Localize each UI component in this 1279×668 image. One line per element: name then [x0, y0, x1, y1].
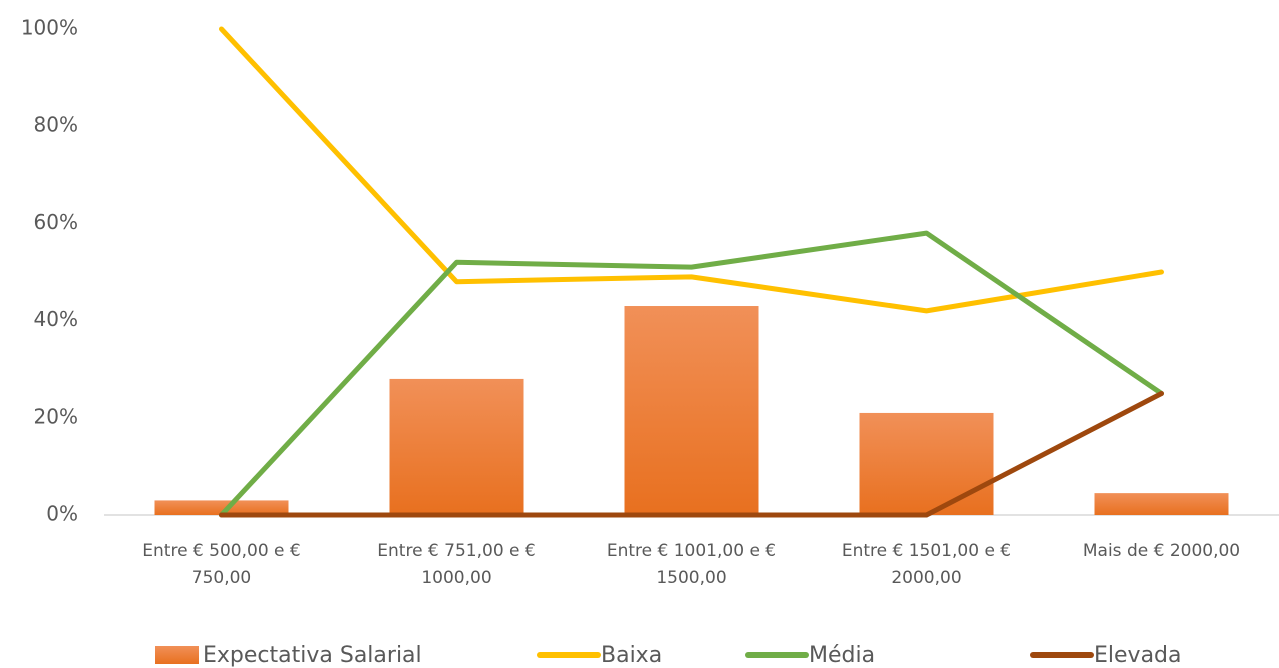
line-series [219, 26, 1164, 314]
bar [154, 500, 289, 515]
line-series [219, 230, 1164, 518]
legend-swatch [155, 646, 199, 664]
y-tick-label: 0% [46, 502, 78, 526]
legend-label: Expectativa Salarial [203, 643, 422, 668]
bar [1094, 493, 1229, 515]
legend-label: Elevada [1094, 643, 1182, 668]
y-tick-label: 40% [34, 307, 78, 331]
y-tick-label: 80% [34, 113, 78, 137]
x-tick-label: Mais de € 2000,00 [1082, 541, 1241, 561]
y-tick-label: 20% [34, 404, 78, 428]
x-tick-label: Entre € 500,00 e € 750,00 [142, 541, 301, 588]
y-tick-label: 100% [21, 16, 78, 40]
bar [389, 378, 524, 515]
x-tick-label: Entre € 1501,00 e € 2000,00 [841, 541, 1012, 588]
x-tick-label: Entre € 751,00 e € 1000,00 [377, 541, 536, 588]
legend-label: Baixa [601, 643, 662, 668]
legend-label: Média [809, 643, 875, 668]
bar [859, 412, 994, 515]
line-series [219, 391, 1164, 518]
bar [624, 306, 759, 515]
x-tick-label: Entre € 1001,00 e € 1500,00 [606, 541, 777, 588]
y-tick-label: 60% [34, 210, 78, 234]
